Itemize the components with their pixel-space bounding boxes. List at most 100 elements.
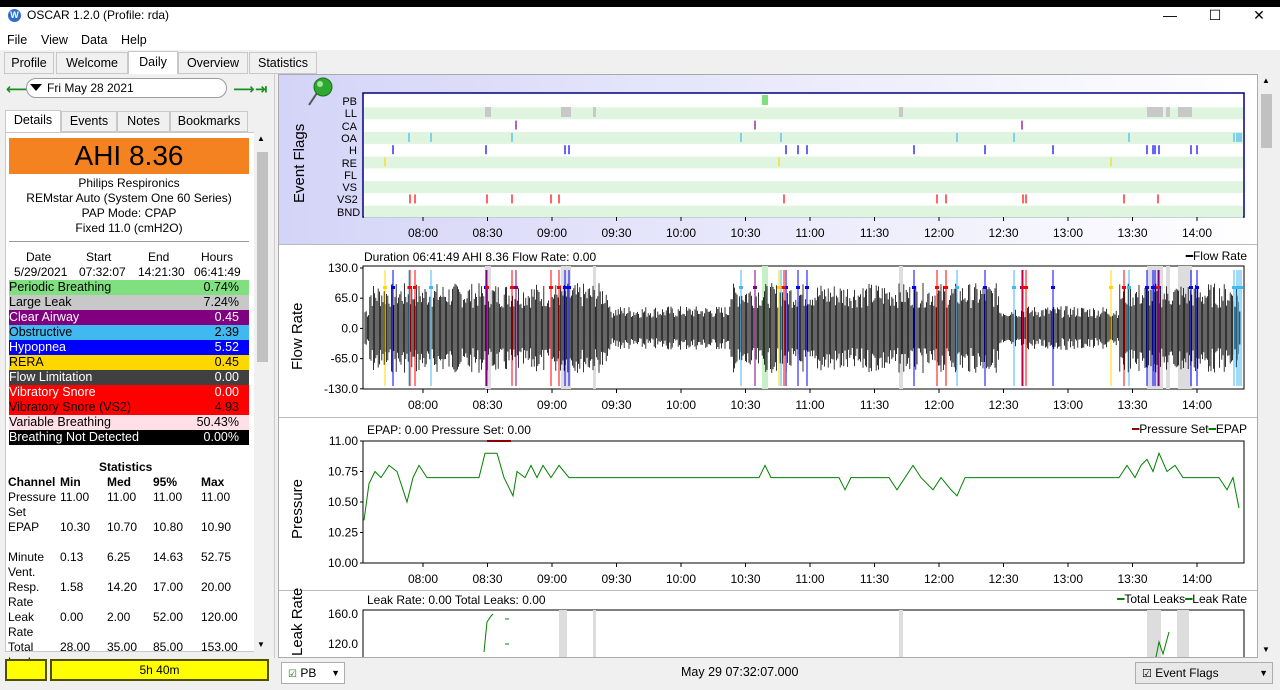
event-value: 0.45 xyxy=(214,355,239,369)
large-leak-marker xyxy=(561,107,571,117)
dropdown-arrow-icon[interactable] xyxy=(30,84,42,91)
stat-value: 52.75 xyxy=(201,550,232,564)
event-marker xyxy=(1109,286,1113,289)
y-tick-label: 10.50 xyxy=(328,495,358,509)
tab-profile[interactable]: Profile xyxy=(4,52,54,74)
tab-notes[interactable]: Notes xyxy=(117,111,170,132)
pressure-panel[interactable]: EPAP: 0.00 Pressure Set: 0.00 ━Pressure … xyxy=(279,419,1257,591)
event-label: Obstructive xyxy=(9,325,73,339)
x-tick-label: 09:00 xyxy=(537,226,567,240)
tab-statistics[interactable]: Statistics xyxy=(249,52,317,74)
event-marker xyxy=(485,286,489,289)
last-day-button[interactable]: ⇥ xyxy=(255,81,268,98)
event-label: Clear Airway xyxy=(9,310,80,324)
event-marker xyxy=(1145,286,1149,289)
event-marker xyxy=(408,286,412,289)
tab-welcome[interactable]: Welcome xyxy=(56,52,128,74)
stat-value: 14.63 xyxy=(153,550,184,564)
event-label: Vibratory Snore xyxy=(9,385,96,399)
prev-day-button[interactable]: ⟵ xyxy=(6,81,28,98)
total-leaks-line xyxy=(1155,631,1170,657)
stat-channel-name: Leak Rate xyxy=(8,610,35,639)
graph-scrollbar[interactable] xyxy=(1258,74,1275,658)
leak-legend: ━Total Leaks━Leak Rate xyxy=(1117,592,1247,606)
channel-band xyxy=(364,131,1243,144)
tab-daily[interactable]: Daily xyxy=(128,51,178,75)
total-leaks-line xyxy=(483,613,494,653)
tab-details[interactable]: Details xyxy=(5,110,61,132)
event-marker xyxy=(1021,286,1025,289)
large-leak-band xyxy=(899,610,903,657)
minimize-button[interactable]: — xyxy=(1163,7,1177,23)
y-tick-label: 130.0 xyxy=(328,261,358,275)
channel-band xyxy=(364,205,1243,218)
large-leak-band xyxy=(561,266,571,389)
cursor-time: May 29 07:32:07.000 xyxy=(681,665,799,679)
divider xyxy=(9,241,249,242)
details-scroll-thumb[interactable] xyxy=(257,152,268,362)
x-tick-label: 10:00 xyxy=(666,398,696,412)
scroll-up-icon[interactable]: ▲ xyxy=(257,134,265,143)
event-marker xyxy=(983,286,987,289)
event-flags-combo[interactable]: ☑ Event Flags ▼ xyxy=(1135,662,1273,684)
menu-view[interactable]: View xyxy=(41,33,68,47)
flow-rate-panel[interactable]: Duration 06:41:49 AHI 8.36 Flow Rate: 0.… xyxy=(279,246,1257,418)
graph-combo[interactable]: ☑ PB ▼ xyxy=(281,662,345,684)
channel-band xyxy=(364,156,1243,169)
menu-file[interactable]: File xyxy=(7,33,28,47)
event-flags-panel[interactable]: Event Flags PB LL CA OA H RE FL VS VS2 BND 08:00 0… xyxy=(279,75,1257,245)
leak-rate-panel[interactable]: Leak Rate: 0.00 Total Leaks: 0.00 ━Total… xyxy=(279,588,1257,657)
stat-header-channel: Channel xyxy=(8,475,56,489)
tab-events[interactable]: Events xyxy=(61,111,117,132)
x-tick-label: 09:00 xyxy=(537,572,567,586)
channel-band xyxy=(364,107,1243,120)
event-summary-row: Hypopnea 5.52 xyxy=(9,340,249,355)
event-value: 2.39 xyxy=(214,325,239,339)
scroll-down-icon[interactable]: ▼ xyxy=(1262,645,1270,654)
event-value: 5.52 xyxy=(214,340,239,354)
close-button[interactable]: ✕ xyxy=(1253,7,1265,23)
stat-header-max: Max xyxy=(201,475,225,489)
stat-value: 35.00 xyxy=(107,640,138,654)
x-tick-label: 12:00 xyxy=(924,572,954,586)
event-summary-row: Clear Airway 0.45 xyxy=(9,310,249,325)
stat-value: 10.90 xyxy=(201,520,232,534)
x-tick-label: 11:30 xyxy=(860,226,889,240)
menu-help[interactable]: Help xyxy=(121,33,147,47)
session-date: 5/29/2021 xyxy=(14,265,68,279)
channel-band xyxy=(364,181,1243,194)
event-value: 0.00 xyxy=(214,370,239,384)
large-leak-band xyxy=(559,610,567,657)
event-flag-label: RE xyxy=(341,157,357,170)
flow-header: Duration 06:41:49 AHI 8.36 Flow Rate: 0.… xyxy=(364,250,597,264)
next-day-button[interactable]: ⟶ xyxy=(233,81,255,98)
checkbox-icon: ☑ xyxy=(288,669,297,680)
event-marker xyxy=(912,286,916,289)
maximize-button[interactable]: ☐ xyxy=(1208,7,1222,23)
event-marker xyxy=(1237,286,1241,289)
large-leak-marker xyxy=(1178,107,1192,117)
tab-overview[interactable]: Overview xyxy=(178,52,248,74)
x-tick-label: 14:00 xyxy=(1182,226,1212,240)
pushpin-icon[interactable] xyxy=(301,75,335,116)
event-flag-label: VS xyxy=(342,182,357,195)
event-marker xyxy=(514,286,518,289)
x-tick-label: 08:30 xyxy=(472,572,502,586)
x-tick-label: 10:30 xyxy=(730,572,760,586)
date-picker[interactable]: Fri May 28 2021 xyxy=(26,78,227,98)
tab-bookmarks[interactable]: Bookmarks xyxy=(170,111,248,132)
stat-value: 10.70 xyxy=(107,520,138,534)
stat-value: 10.80 xyxy=(153,520,184,534)
stat-value: 10.30 xyxy=(60,520,91,534)
event-label: Large Leak xyxy=(9,295,72,309)
x-tick-label: 13:00 xyxy=(1053,226,1083,240)
scroll-up-icon[interactable]: ▲ xyxy=(1262,76,1270,85)
scroll-down-icon[interactable]: ▼ xyxy=(257,640,265,649)
event-flag-label: BND xyxy=(337,206,361,219)
session-header-hours: Hours xyxy=(201,250,234,264)
menu-data[interactable]: Data xyxy=(81,33,108,47)
event-value: 0.45 xyxy=(214,310,239,324)
graph-scroll-thumb[interactable] xyxy=(1261,94,1272,148)
event-label: Hypopnea xyxy=(9,340,66,354)
large-leak-marker xyxy=(593,107,596,117)
